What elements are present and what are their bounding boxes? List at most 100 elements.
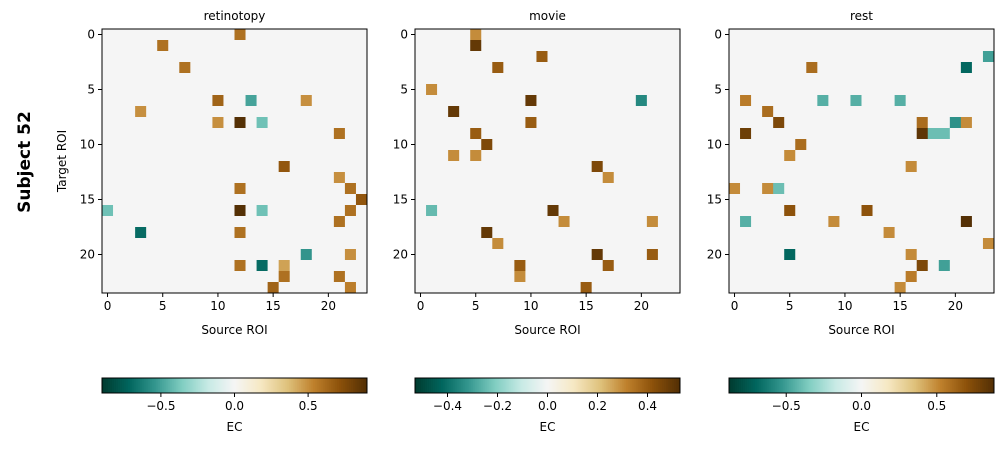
- heatmap-cell: [470, 29, 482, 41]
- heatmap-cell: [481, 238, 493, 250]
- heatmap-cell: [459, 238, 471, 250]
- heatmap-cell: [278, 249, 291, 261]
- heatmap-cell: [415, 260, 427, 272]
- heatmap-cell: [124, 51, 136, 63]
- heatmap-cell: [459, 172, 471, 184]
- heatmap-cell: [949, 150, 962, 162]
- heatmap-cell: [459, 183, 471, 195]
- heatmap-cell: [355, 73, 368, 85]
- y-tick-label: 5: [87, 83, 95, 97]
- y-tick-label: 0: [87, 28, 95, 42]
- heatmap-cell: [168, 205, 180, 217]
- y-tick-label: 10: [707, 138, 722, 152]
- colorbar-segment: [230, 378, 233, 393]
- heatmap-cell: [861, 128, 873, 140]
- heatmap-cell: [602, 106, 615, 118]
- heatmap-cell: [168, 227, 180, 239]
- colorbar-segment: [983, 378, 987, 393]
- colorbar-segment: [501, 378, 504, 393]
- heatmap-cell: [426, 161, 438, 173]
- colorbar-segment: [933, 378, 937, 393]
- colorbar-segment: [735, 378, 738, 393]
- heatmap-cell: [322, 73, 335, 85]
- heatmap-cell: [333, 227, 346, 239]
- heatmap-cell: [751, 139, 763, 151]
- heatmap-cell: [613, 161, 626, 173]
- colorbar-segment: [320, 378, 324, 393]
- row-label: Subject 52: [15, 111, 35, 213]
- heatmap-cell: [124, 172, 136, 184]
- heatmap-cell: [278, 205, 291, 217]
- heatmap-cell: [839, 95, 851, 107]
- heatmap-cell: [124, 139, 136, 151]
- heatmap-cell: [740, 249, 752, 261]
- heatmap-cell: [212, 40, 224, 52]
- heatmap-cell: [201, 161, 213, 173]
- colorbar-segment: [194, 378, 197, 393]
- heatmap-cell: [179, 40, 191, 52]
- heatmap-cell: [806, 150, 818, 162]
- heatmap-cell: [883, 73, 895, 85]
- heatmap-cell: [470, 161, 482, 173]
- heatmap-cell: [784, 183, 796, 195]
- colorbar-segment: [156, 378, 159, 393]
- heatmap-cell: [547, 62, 559, 74]
- heatmap-cell: [536, 260, 548, 272]
- heatmap-cell: [267, 271, 279, 283]
- colorbar-segment: [601, 378, 605, 393]
- heatmap-cell: [828, 40, 840, 52]
- heatmap-cell: [916, 161, 929, 173]
- heatmap-cell: [234, 106, 246, 118]
- heatmap-cell: [256, 282, 268, 294]
- heatmap-cell: [817, 194, 829, 206]
- heatmap-cell: [960, 249, 973, 261]
- heatmap-cell: [657, 249, 670, 261]
- heatmap-cell: [971, 205, 984, 217]
- heatmap-cell: [267, 139, 279, 151]
- heatmap-cell: [624, 139, 637, 151]
- heatmap-cell: [646, 29, 659, 41]
- heatmap-cell: [245, 139, 257, 151]
- heatmap-cell: [762, 216, 774, 228]
- heatmap-cell: [212, 29, 224, 41]
- heatmap-cell: [872, 51, 884, 63]
- x-tick-label: 5: [159, 299, 167, 313]
- heatmap-cell: [146, 238, 158, 250]
- colorbar-segment: [583, 378, 587, 393]
- heatmap-cell: [657, 260, 670, 272]
- heatmap-cell: [135, 150, 147, 162]
- colorbar-segment: [284, 378, 288, 393]
- heatmap-cell: [333, 194, 346, 206]
- heatmap-cell: [762, 150, 774, 162]
- colorbar-tick-label: −0.2: [483, 399, 512, 413]
- heatmap-cell: [547, 260, 559, 272]
- heatmap-cell: [547, 172, 559, 184]
- y-tick-label: 10: [80, 138, 95, 152]
- colorbar-segment: [431, 378, 434, 393]
- heatmap-cell: [547, 227, 559, 239]
- heatmap-cell: [982, 84, 995, 96]
- heatmap-cell: [481, 205, 493, 217]
- colorbar-segment: [260, 378, 264, 393]
- heatmap-cell: [916, 150, 929, 162]
- heatmap-cell: [492, 29, 504, 41]
- heatmap-cell: [135, 95, 147, 107]
- heatmap-cell: [751, 238, 763, 250]
- heatmap-cell: [426, 51, 438, 63]
- colorbar-segment: [545, 378, 548, 393]
- heatmap-cell: [135, 117, 147, 129]
- heatmap-cell: [355, 40, 368, 52]
- heatmap-cell: [437, 260, 449, 272]
- heatmap-cell: [124, 205, 136, 217]
- heatmap-cell: [938, 227, 951, 239]
- heatmap-cell: [102, 260, 114, 272]
- colorbar-segment: [929, 378, 933, 393]
- colorbar-segment: [851, 378, 854, 393]
- heatmap-cell: [179, 282, 191, 294]
- heatmap-cell: [212, 282, 224, 294]
- heatmap-cell: [311, 271, 324, 283]
- heatmap-cell: [322, 172, 335, 184]
- heatmap-cell: [102, 29, 114, 41]
- heatmap-cell: [190, 128, 202, 140]
- heatmap-cell: [861, 260, 873, 272]
